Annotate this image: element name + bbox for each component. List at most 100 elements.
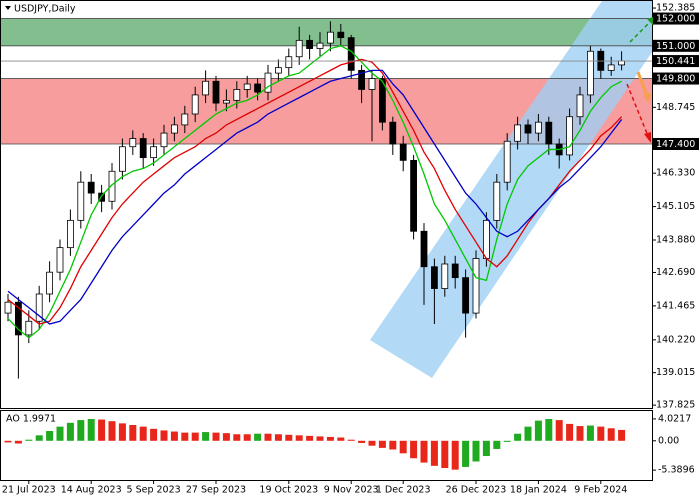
ao-bar — [150, 428, 158, 441]
candle-body — [587, 50, 594, 96]
y-tick-label: 139.015 — [656, 367, 695, 378]
candle-body — [618, 60, 625, 66]
x-tick-label: 5 Sep 2023 — [127, 485, 181, 496]
candle-body — [482, 219, 490, 259]
ao-bar — [46, 430, 54, 441]
ao-bar — [118, 423, 126, 441]
ao-bar — [597, 426, 605, 441]
main-plot — [0, 18, 652, 379]
ao-bar — [56, 426, 64, 441]
ao-bar — [420, 440, 428, 463]
ao-bar — [368, 440, 376, 446]
candle-body — [566, 116, 573, 156]
level-label: 149.800 — [656, 74, 695, 85]
candle-body — [420, 230, 428, 268]
ao-bar — [295, 435, 303, 441]
ao-bar — [264, 433, 272, 441]
y-tick-label: 142.690 — [656, 267, 695, 278]
candle-body — [160, 132, 168, 148]
x-tick-label: 9 Nov 2023 — [324, 485, 379, 496]
level-box — [653, 39, 699, 52]
ao-bar — [514, 433, 522, 441]
candle-body — [139, 138, 147, 159]
candle-body — [378, 78, 386, 123]
ao-bar — [482, 440, 490, 457]
candle-body — [368, 78, 376, 90]
candle-body — [337, 31, 345, 39]
ao-bar — [607, 428, 615, 441]
candle-body — [98, 192, 105, 202]
candle-body — [14, 301, 22, 336]
candle-body — [108, 170, 116, 202]
candle-body — [285, 56, 293, 69]
candle-body — [35, 293, 43, 322]
ao-bar — [399, 440, 407, 454]
level-box — [653, 72, 699, 85]
arrow-down — [626, 83, 649, 137]
y-tick-label: 146.330 — [656, 168, 695, 179]
ao-bar — [87, 419, 95, 441]
level-box — [653, 12, 699, 25]
ao-bar — [254, 433, 262, 441]
ao-bar — [534, 420, 542, 441]
ao-bar — [77, 420, 85, 441]
candle-body — [222, 99, 230, 104]
y-tick-label: 140.220 — [656, 334, 695, 345]
arrow-down — [636, 71, 649, 97]
candle-body — [202, 80, 210, 96]
candle-body — [607, 64, 615, 71]
candle-body — [129, 138, 137, 148]
y-tick-label: 148.745 — [656, 102, 695, 113]
x-tick-label: 14 Aug 2023 — [61, 485, 122, 496]
candle-body — [535, 121, 542, 134]
candle-body — [306, 39, 314, 49]
candle-body — [358, 69, 366, 90]
candle-body — [150, 146, 158, 159]
ao-bar — [14, 440, 22, 444]
ao-title: AO 1.9971 — [6, 414, 56, 425]
ao-bar — [451, 440, 459, 470]
candle-body — [77, 181, 85, 221]
candle-body — [493, 181, 501, 221]
candle-body — [87, 181, 95, 194]
moving-average — [7, 69, 623, 325]
ao-bar — [191, 432, 199, 441]
chart-title: USDJPY,Daily — [14, 4, 76, 15]
ao-bar — [586, 425, 594, 441]
ao-bar — [160, 430, 168, 441]
ao-bar — [493, 440, 501, 449]
ao-bar — [108, 421, 116, 441]
ao-bar — [566, 423, 574, 441]
candle-body — [399, 143, 407, 161]
ao-bar — [358, 440, 366, 443]
x-tick-label: 19 Oct 2023 — [259, 485, 318, 496]
level-zone — [0, 18, 652, 46]
arrow-up — [629, 19, 653, 43]
candle-body — [191, 94, 199, 115]
candle-body — [451, 263, 459, 279]
ao-bar — [243, 434, 251, 441]
ao-bar — [181, 432, 189, 441]
ao-bar — [462, 440, 470, 467]
candle-body — [576, 94, 584, 118]
ao-bar — [410, 440, 418, 459]
candle-body — [233, 89, 241, 101]
level-box — [653, 138, 699, 150]
y-tick-label: 145.105 — [656, 201, 695, 212]
current-price-label: 150.441 — [656, 56, 695, 67]
candle-body — [524, 124, 532, 134]
moving-average — [7, 58, 623, 325]
ao-bar — [545, 419, 553, 441]
ao-plot — [4, 419, 626, 470]
ao-bar — [430, 440, 438, 466]
ao-bar — [441, 440, 449, 469]
level-label: 147.400 — [656, 139, 695, 150]
candle-body — [430, 266, 438, 289]
ao-bar — [212, 432, 220, 441]
y-tick-label: 143.880 — [656, 235, 695, 246]
ao-bar — [66, 422, 74, 441]
candle-body — [472, 258, 480, 314]
candle-body — [514, 124, 521, 142]
candle-body — [462, 277, 470, 314]
